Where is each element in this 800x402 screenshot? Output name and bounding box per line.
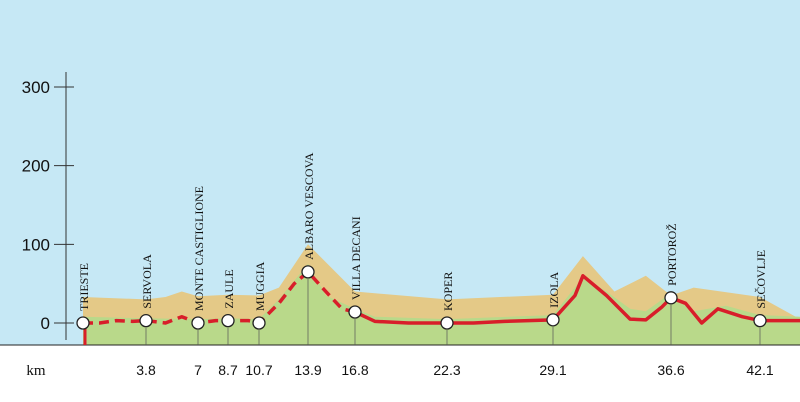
x-axis-unit-label: km	[26, 363, 46, 379]
place-label: MONTE CASTIGLIONE	[192, 186, 206, 311]
sky-background	[0, 0, 800, 345]
x-tick-label: 29.1	[539, 362, 566, 378]
place-marker	[440, 316, 454, 330]
place-marker	[546, 313, 560, 327]
x-tick-label: 10.7	[245, 362, 272, 378]
x-tick-label: 16.8	[341, 362, 368, 378]
x-tick-label: 8.7	[218, 362, 238, 378]
x-tick-label: 7	[194, 362, 202, 378]
x-tick-label: 13.9	[294, 362, 321, 378]
place-label: KOPER	[441, 272, 455, 311]
y-tick-label: 200	[22, 157, 50, 176]
place-marker	[139, 313, 153, 328]
place-marker	[76, 316, 90, 330]
y-tick-label: 0	[41, 314, 50, 333]
x-axis-band	[0, 345, 800, 402]
place-marker	[191, 316, 205, 330]
place-label: IZOLA	[547, 272, 561, 308]
route-line-solid	[354, 274, 800, 325]
place-marker	[301, 265, 315, 279]
place-label: ALBARO VESCOVA	[302, 152, 316, 260]
place-label: SEČOVLJE	[754, 250, 768, 309]
place-label: PORTOROŽ	[665, 223, 679, 285]
place-marker	[221, 313, 235, 328]
place-marker	[753, 313, 767, 328]
x-tick-label: 42.1	[746, 362, 773, 378]
x-tick-label: 3.8	[136, 362, 156, 378]
place-marker	[664, 291, 678, 305]
place-label: VILLA DECANI	[349, 216, 363, 300]
place-label: ZAULE	[222, 269, 236, 308]
x-tick-label: 22.3	[433, 362, 460, 378]
y-tick-label: 300	[22, 78, 50, 97]
x-tick-label: 36.6	[657, 362, 684, 378]
place-marker	[348, 305, 362, 319]
place-label: MUGGIA	[253, 261, 267, 311]
y-tick-label: 100	[22, 235, 50, 254]
place-marker	[252, 316, 266, 330]
place-label: TRIESTE	[77, 263, 91, 311]
place-label: SERVOLA	[140, 254, 154, 309]
